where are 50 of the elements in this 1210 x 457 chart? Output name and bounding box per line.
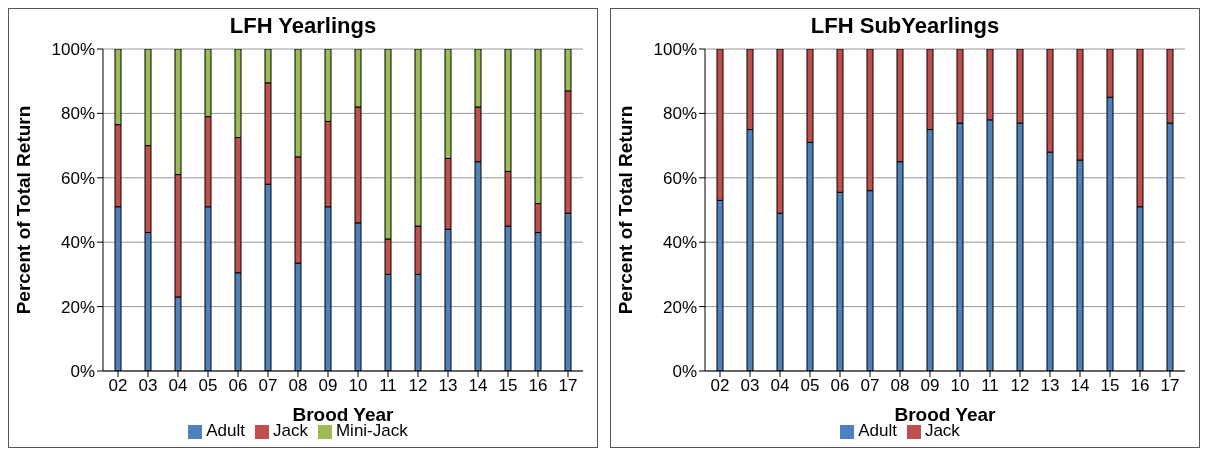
y-axis-title: Percent of Total Return (614, 105, 636, 315)
y-tick-label: 100% (51, 40, 95, 60)
chart-title: LFH Yearlings (229, 13, 377, 38)
x-tick-label: 08 (288, 376, 308, 396)
y-tick-label: 20% (60, 297, 95, 317)
legend-label: Adult (206, 421, 245, 440)
x-tick-label: 03 (138, 376, 158, 396)
x-tick-label: 04 (770, 376, 790, 396)
x-tick-label: 14 (468, 376, 488, 396)
x-tick-label: 08 (890, 376, 910, 396)
x-tick-label: 11 (981, 376, 999, 396)
x-tick-label: 10 (950, 376, 970, 396)
y-tick-label: 100% (653, 40, 697, 60)
x-tick-label: 05 (198, 376, 218, 396)
x-tick-label: 04 (168, 376, 188, 396)
x-tick-label: 06 (830, 376, 850, 396)
x-tick-label: 13 (438, 376, 458, 396)
x-tick-label: 05 (800, 376, 820, 396)
y-tick-label: 0% (70, 362, 95, 382)
x-tick-label: 09 (318, 376, 338, 396)
x-tick-label: 14 (1070, 376, 1090, 396)
legend-label: Adult (858, 421, 897, 440)
x-tick-label: 07 (258, 376, 278, 396)
x-tick-label: 10 (348, 376, 368, 396)
y-tick-label: 40% (662, 233, 697, 253)
y-tick-label: 60% (662, 168, 697, 188)
y-tick-label: 60% (60, 168, 95, 188)
y-tick-label: 80% (60, 104, 95, 124)
y-tick-label: 40% (60, 233, 95, 253)
x-tick-label: 12 (1010, 376, 1030, 396)
x-tick-label: 09 (920, 376, 940, 396)
x-tick-label: 11 (379, 376, 397, 396)
y-tick-label: 0% (672, 362, 697, 382)
x-tick-label: 02 (108, 376, 128, 396)
x-tick-label: 17 (558, 376, 578, 396)
x-tick-label: 15 (1100, 376, 1120, 396)
x-tick-label: 03 (740, 376, 760, 396)
y-tick-label: 80% (662, 104, 697, 124)
x-tick-label: 06 (228, 376, 248, 396)
x-tick-label: 12 (408, 376, 428, 396)
y-tick-label: 20% (662, 297, 697, 317)
x-tick-label: 07 (860, 376, 880, 396)
x-tick-label: 02 (710, 376, 730, 396)
x-tick-label: 15 (498, 376, 518, 396)
x-tick-label: 13 (1040, 376, 1060, 396)
y-axis-title: Percent of Total Return (12, 105, 34, 315)
x-tick-label: 16 (528, 376, 548, 396)
chart-title: LFH SubYearlings (810, 13, 1000, 38)
x-tick-label: 16 (1130, 376, 1150, 396)
x-tick-label: 17 (1160, 376, 1180, 396)
